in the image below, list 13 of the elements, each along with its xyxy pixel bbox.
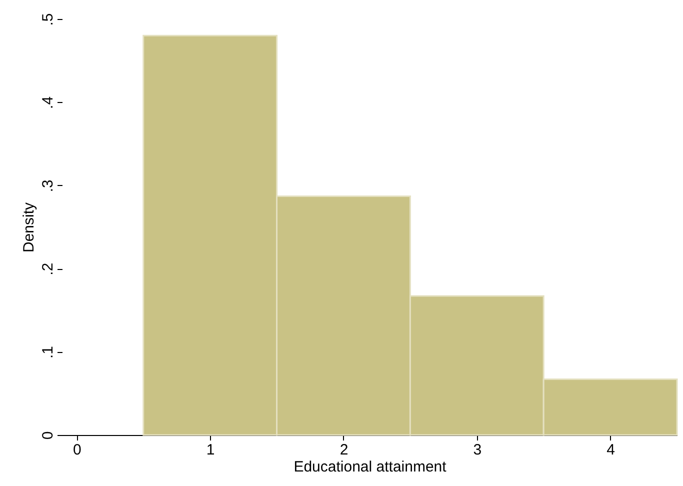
x-tick-label: 2	[340, 442, 348, 458]
x-tick-label: 3	[473, 442, 482, 458]
x-axis-title: Educational attainment	[294, 458, 448, 476]
y-tick-label: .2	[40, 262, 56, 276]
y-axis-title: Density	[20, 202, 38, 253]
x-tick-label: 1	[206, 442, 215, 458]
y-tick-label: .3	[40, 180, 56, 192]
y-tick-label: .4	[40, 96, 56, 109]
y-tick-label: 0	[40, 431, 56, 440]
x-tick-label: 4	[606, 442, 615, 458]
x-tick-label: 0	[73, 442, 82, 458]
y-tick-label: .1	[40, 346, 56, 359]
y-tick-label: .5	[40, 13, 56, 26]
